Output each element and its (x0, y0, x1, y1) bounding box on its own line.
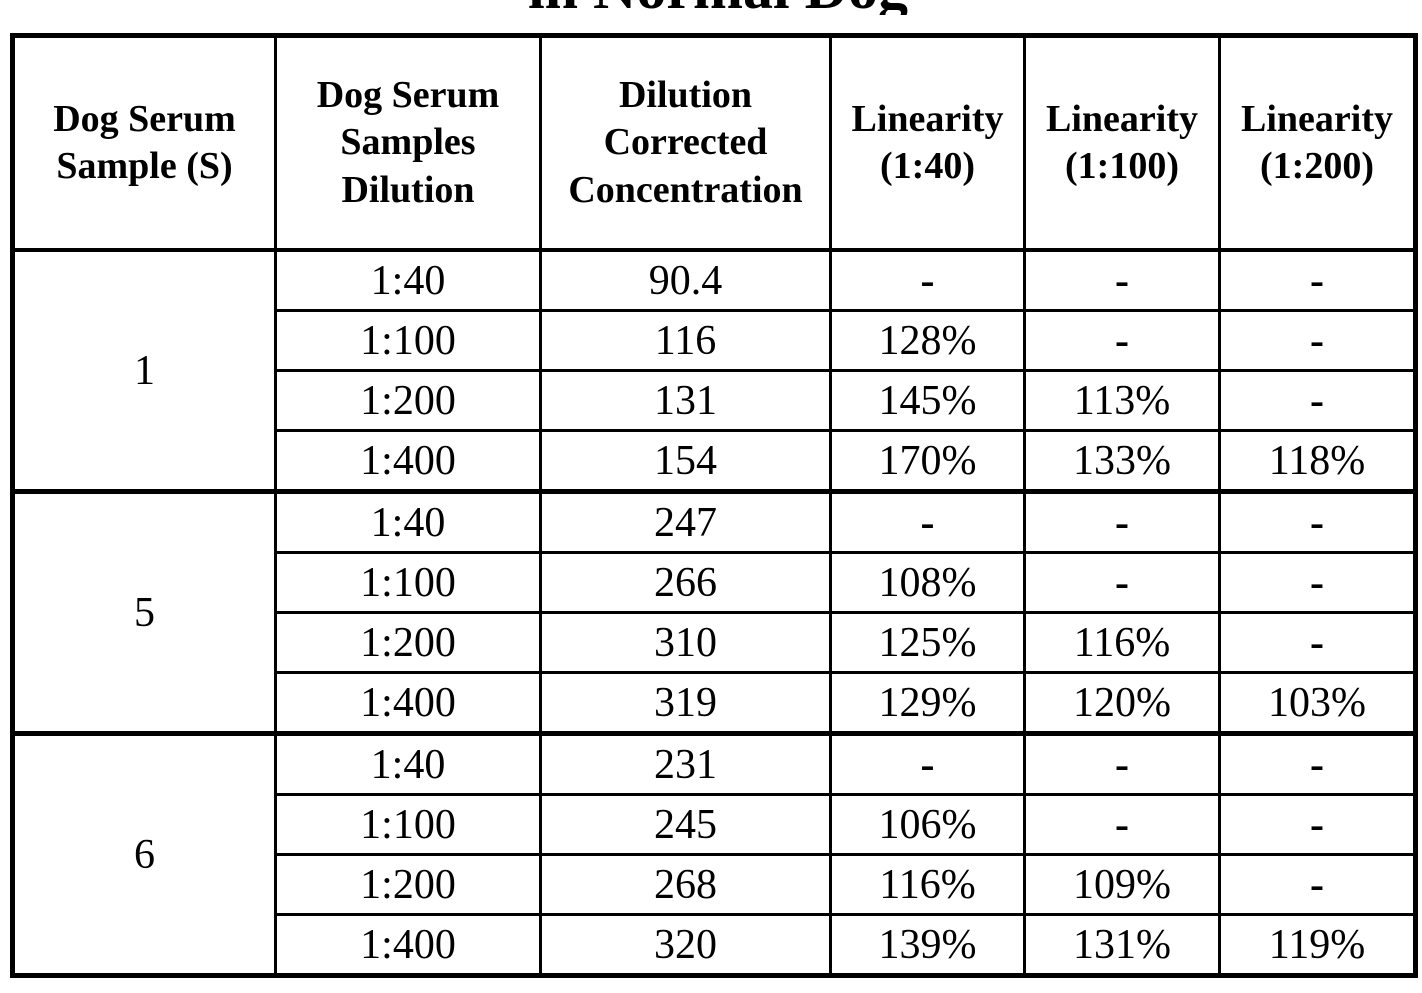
linearity-40-cell: 128% (829, 309, 1026, 372)
linearity-200-cell: 118% (1218, 429, 1417, 494)
linearity-40-cell: - (829, 732, 1026, 796)
linearity-100-cell: 133% (1023, 429, 1221, 494)
concentration-cell: 131 (539, 369, 832, 432)
dilution-cell: 1:400 (274, 429, 542, 494)
linearity-200-cell: 103% (1218, 671, 1417, 736)
linearity-200-cell: - (1218, 369, 1417, 432)
sample-cell: 5 (11, 490, 277, 736)
linearity-200-cell: - (1218, 732, 1417, 796)
concentration-cell: 268 (539, 853, 832, 916)
table-row: 1:200 131 145% 113% - (13, 369, 1417, 432)
table-row: 1:100 116 128% - - (13, 309, 1417, 372)
linearity-100-cell: 116% (1023, 611, 1221, 674)
concentration-cell: 154 (539, 429, 832, 494)
linearity-100-cell: 113% (1023, 369, 1221, 432)
linearity-40-cell: 106% (829, 793, 1026, 856)
concentration-cell: 266 (539, 551, 832, 614)
dilution-cell: 1:40 (274, 732, 542, 796)
linearity-200-cell: - (1218, 309, 1417, 372)
table-row: 1:400 154 170% 133% 118% (13, 429, 1417, 494)
linearity-200-cell: - (1218, 853, 1417, 916)
column-header-concentration: Dilution Corrected Concentration (539, 34, 832, 252)
table-row: 1:400 320 139% 131% 119% (13, 913, 1417, 978)
table-row: 6 1:40 231 - - - (11, 732, 1417, 978)
sample-cell: 6 (11, 732, 277, 978)
table-row: 1:100 266 108% - - (13, 551, 1417, 614)
concentration-cell: 90.4 (539, 248, 832, 312)
table-row: 1:100 245 106% - - (13, 793, 1417, 856)
dilution-cell: 1:200 (274, 369, 542, 432)
linearity-40-cell: 139% (829, 913, 1026, 978)
header-row: Dog Serum Sample (S) Dog Serum Samples D… (11, 34, 1417, 252)
linearity-200-cell: - (1218, 611, 1417, 674)
table-row: 5 1:40 247 - - - (11, 490, 1417, 736)
linearity-100-cell: 120% (1023, 671, 1221, 736)
linearity-200-cell: - (1218, 490, 1417, 554)
linearity-40-cell: 125% (829, 611, 1026, 674)
dilution-cell: 1:200 (274, 611, 542, 674)
column-header-sample: Dog Serum Sample (S) (11, 34, 277, 252)
dilution-cell: 1:100 (274, 793, 542, 856)
table-row: 1 1:40 90.4 - - - (11, 248, 1417, 494)
linearity-200-cell: - (1218, 551, 1417, 614)
dilutional-linearity-table: Dog Serum Sample (S) Dog Serum Samples D… (10, 33, 1418, 978)
column-header-linearity-40: Linearity (1:40) (829, 34, 1026, 252)
linearity-40-cell: 129% (829, 671, 1026, 736)
concentration-cell: 247 (539, 490, 832, 554)
linearity-200-cell: - (1218, 248, 1417, 312)
concentration-cell: 310 (539, 611, 832, 674)
linearity-40-cell: - (829, 490, 1026, 554)
concentration-cell: 320 (539, 913, 832, 978)
dilution-cell: 1:100 (274, 309, 542, 372)
linearity-100-cell: 109% (1023, 853, 1221, 916)
linearity-40-cell: 170% (829, 429, 1026, 494)
sample-cell: 1 (11, 248, 277, 494)
linearity-100-cell: - (1023, 551, 1221, 614)
linearity-40-cell: 145% (829, 369, 1026, 432)
linearity-40-cell: 116% (829, 853, 1026, 916)
concentration-cell: 319 (539, 671, 832, 736)
linearity-40-cell: - (829, 248, 1026, 312)
dilution-cell: 1:200 (274, 853, 542, 916)
dilution-cell: 1:400 (274, 913, 542, 978)
linearity-100-cell: 131% (1023, 913, 1221, 978)
linearity-100-cell: - (1023, 732, 1221, 796)
linearity-40-cell: 108% (829, 551, 1026, 614)
title-text-fragment: in Normal Dog (0, 0, 1422, 15)
table-row: 1:200 268 116% 109% - (13, 853, 1417, 916)
linearity-200-cell: - (1218, 793, 1417, 856)
dilution-cell: 1:100 (274, 551, 542, 614)
dilution-cell: 1:400 (274, 671, 542, 736)
column-header-dilution: Dog Serum Samples Dilution (274, 34, 542, 252)
column-header-linearity-100: Linearity (1:100) (1023, 34, 1221, 252)
clipped-title: in Normal Dog (0, 0, 1422, 15)
linearity-200-cell: 119% (1218, 913, 1417, 978)
concentration-cell: 116 (539, 309, 832, 372)
concentration-cell: 245 (539, 793, 832, 856)
table-row: 1:400 319 129% 120% 103% (13, 671, 1417, 736)
linearity-100-cell: - (1023, 248, 1221, 312)
concentration-cell: 231 (539, 732, 832, 796)
column-header-linearity-200: Linearity (1:200) (1218, 34, 1417, 252)
linearity-100-cell: - (1023, 490, 1221, 554)
linearity-100-cell: - (1023, 309, 1221, 372)
linearity-100-cell: - (1023, 793, 1221, 856)
table-row: 1:200 310 125% 116% - (13, 611, 1417, 674)
dilution-cell: 1:40 (274, 490, 542, 554)
dilution-cell: 1:40 (274, 248, 542, 312)
